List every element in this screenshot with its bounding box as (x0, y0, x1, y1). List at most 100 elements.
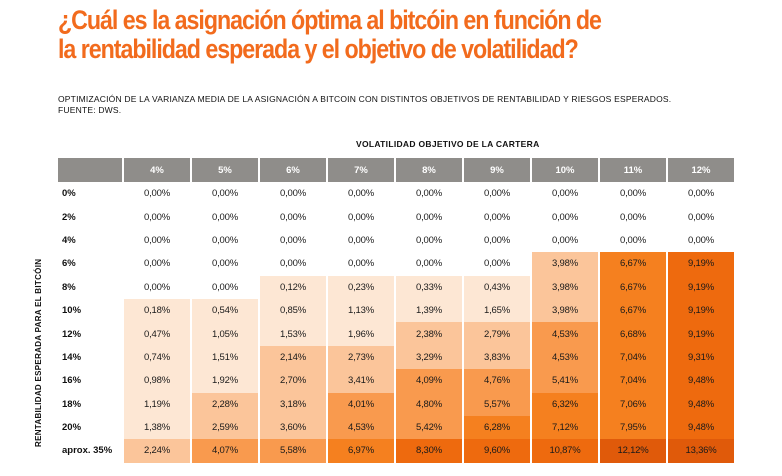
heatmap-cell: 8,30% (396, 439, 462, 463)
heatmap-cell: 0,12% (260, 275, 326, 299)
heatmap-cell: 0,00% (192, 228, 258, 253)
heatmap-cell: 9,19% (668, 275, 734, 299)
heatmap-cell: 0,00% (260, 252, 326, 276)
heatmap-cell: 0,85% (260, 298, 326, 323)
heatmap-cell: 2,14% (260, 345, 326, 370)
heatmap-row: 14% 0,74% 1,51% 2,14% 2,73% 3,29% 3,83% 4,53% 7,… (58, 345, 734, 370)
heatmap-cell: 2,24% (124, 439, 190, 463)
heatmap-cell: 0,00% (192, 252, 258, 276)
heatmap-cell: 3,98% (532, 298, 598, 323)
heatmap-cell: 4,53% (532, 345, 598, 370)
heatmap-cell: 0,00% (464, 182, 530, 206)
heatmap-row: 4% 0,00% 0,00% 0,00% 0,00% 0,00% 0,00% 0,00% 0,0… (58, 228, 734, 253)
heatmap-cell: 0,00% (532, 182, 598, 206)
heatmap-cell: 0,00% (328, 205, 394, 229)
heatmap-cell: 3,83% (464, 345, 530, 370)
heatmap-cell: 0,33% (396, 275, 462, 299)
heatmap-cell: 0,74% (124, 345, 190, 370)
heatmap-cell: 3,98% (532, 275, 598, 299)
heatmap-cell: 4,53% (328, 415, 394, 440)
column-header: 12% (668, 158, 734, 182)
heatmap-cell: 0,98% (124, 369, 190, 393)
heatmap-cell: 0,23% (328, 275, 394, 299)
heatmap-row: 8% 0,00% 0,00% 0,12% 0,23% 0,33% 0,43% 3,98% 6,6… (58, 275, 734, 299)
heatmap-cell: 0,00% (328, 228, 394, 253)
heatmap-cell: 0,43% (464, 275, 530, 299)
heatmap-cell: 1,65% (464, 298, 530, 323)
heatmap-cell: 0,00% (124, 205, 190, 229)
heatmap-cell: 0,00% (396, 205, 462, 229)
heatmap-cell: 9,48% (668, 392, 734, 416)
heatmap-cell: 6,97% (328, 439, 394, 463)
heatmap-row: 0% 0,00% 0,00% 0,00% 0,00% 0,00% 0,00% 0,00% 0,0… (58, 182, 734, 206)
y-axis-label: RENTABILIDAD ESPERADA PARA EL BITCÓIN (34, 258, 43, 447)
heatmap-cell: 4,53% (532, 322, 598, 346)
heatmap-cell: 3,18% (260, 392, 326, 416)
heatmap-cell: 7,95% (600, 415, 666, 440)
row-header: aprox. 35% (62, 445, 113, 457)
heatmap-cell: 0,00% (192, 182, 258, 206)
heatmap-cell: 13,36% (668, 439, 734, 463)
row-header: 4% (62, 234, 76, 246)
chart-title-line-2: la rentabilidad esperada y el objetivo d… (58, 34, 579, 64)
heatmap-cell: 2,73% (328, 345, 394, 370)
heatmap-row: 16% 0,98% 1,92% 2,70% 3,41% 4,09% 4,76% 5,41% 7,… (58, 369, 734, 393)
row-header: 0% (62, 188, 76, 200)
heatmap-cell: 0,00% (396, 182, 462, 206)
heatmap-cell: 0,00% (532, 205, 598, 229)
heatmap-cell: 0,00% (124, 252, 190, 276)
heatmap-row: aprox. 35% 2,24% 4,07% 5,58% 6,97% 8,30% 9,60%… (58, 439, 734, 463)
x-axis-label: VOLATILIDAD OBJETIVO DE LA CARTERA (356, 139, 540, 149)
heatmap-cell: 9,48% (668, 415, 734, 440)
column-header: 6% (260, 158, 326, 182)
heatmap-cell: 2,79% (464, 322, 530, 346)
row-header: 12% (62, 328, 82, 340)
heatmap-cell: 0,00% (600, 205, 666, 229)
row-header: 8% (62, 281, 76, 293)
heatmap-cell: 0,00% (124, 275, 190, 299)
heatmap-cell: 4,07% (192, 439, 258, 463)
chart-subtitle: OPTIMIZACIÓN DE LA VARIANZA MEDIA DE LA … (58, 94, 671, 116)
heatmap-cell: 3,60% (260, 415, 326, 440)
heatmap-cell: 0,00% (328, 182, 394, 206)
heatmap-cell: 12,12% (600, 439, 666, 463)
heatmap-cell: 1,51% (192, 345, 258, 370)
heatmap-cell: 6,32% (532, 392, 598, 416)
heatmap-cell: 4,80% (396, 392, 462, 416)
heatmap-cell: 9,19% (668, 252, 734, 276)
heatmap-cell: 0,00% (396, 252, 462, 276)
source-line: FUENTE: DWS. (58, 105, 122, 115)
subtitle-line-1: OPTIMIZACIÓN DE LA VARIANZA MEDIA DE LA … (58, 94, 672, 104)
row-header: 2% (62, 211, 76, 223)
heatmap-cell: 0,00% (124, 228, 190, 253)
heatmap-cell: 5,57% (464, 392, 530, 416)
heatmap-cell: 5,42% (396, 415, 462, 440)
chart-title: ¿Cuál es la asignación óptima al bitcóin… (58, 6, 660, 64)
heatmap-cell: 4,01% (328, 392, 394, 416)
row-header: 6% (62, 258, 76, 270)
heatmap-cell: 0,00% (260, 228, 326, 253)
heatmap-row: 20% 1,38% 2,59% 3,60% 4,53% 5,42% 6,28% 7,12% 7,… (58, 415, 734, 440)
heatmap-cell: 4,76% (464, 369, 530, 393)
heatmap-row: 12% 0,47% 1,05% 1,53% 1,96% 2,38% 2,79% 4,53% 6,… (58, 322, 734, 346)
heatmap-cell: 3,41% (328, 369, 394, 393)
heatmap-cell: 0,00% (396, 228, 462, 253)
chart-title-line-1: ¿Cuál es la asignación óptima al bitcóin… (58, 5, 602, 35)
row-header: 20% (62, 422, 82, 434)
heatmap-cell: 1,19% (124, 392, 190, 416)
heatmap-cell: 3,29% (396, 345, 462, 370)
heatmap-cell: 10,87% (532, 439, 598, 463)
heatmap-cell: 7,06% (600, 392, 666, 416)
heatmap-cell: 7,04% (600, 369, 666, 393)
corner-cell (58, 158, 122, 182)
heatmap-cell: 0,00% (192, 275, 258, 299)
heatmap-cell: 1,05% (192, 322, 258, 346)
heatmap-cell: 0,00% (124, 182, 190, 206)
heatmap-cell: 1,39% (396, 298, 462, 323)
heatmap-cell: 3,98% (532, 252, 598, 276)
heatmap-cell: 9,60% (464, 439, 530, 463)
row-header: 10% (62, 305, 82, 317)
column-header-row: 4% 5% 6% 7% 8% 9% 10% 11% 12% (58, 158, 734, 182)
heatmap-cell: 0,47% (124, 322, 190, 346)
heatmap-cell: 0,00% (600, 228, 666, 253)
